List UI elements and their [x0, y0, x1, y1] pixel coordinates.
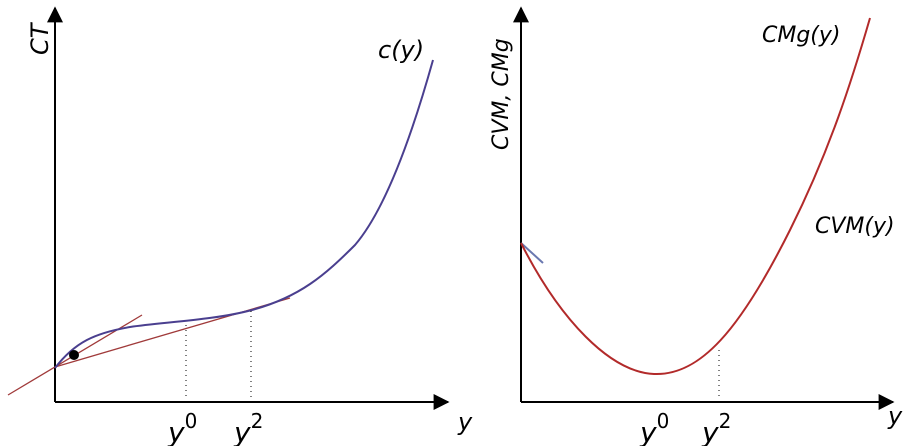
right-tick-label-y0-sup: 0: [657, 409, 670, 433]
left-y-axis-label: CT: [26, 21, 54, 55]
right-tick-label-y2-base: y: [701, 416, 719, 446]
right-tick-label-y2-sup: 2: [719, 409, 732, 433]
left-tick-label-y0: y0: [167, 409, 197, 446]
right-tick-label-y0-base: y: [639, 416, 657, 446]
left-tick-label-y0-sup: 0: [185, 409, 198, 433]
left-tick-label-y2-base: y: [233, 416, 251, 446]
left-tick-label-y0-base: y: [167, 416, 185, 446]
right-tick-label-y2: y2: [701, 409, 731, 446]
right-y-axis-label: CVM, CMg: [489, 38, 514, 150]
marginal-cost-curve-label: CMg(y): [762, 23, 841, 48]
right-tick-label-y0: y0: [639, 409, 669, 446]
total-cost-curve-label: c(y): [378, 36, 424, 64]
right-x-axis-label: y: [887, 402, 903, 430]
total-cost-curve: [54, 59, 434, 369]
left-panel: CT y c(y) y0 y2: [7, 6, 473, 446]
marginal-cost-curve: [520, 17, 871, 376]
left-tick-label-y2-sup: 2: [251, 409, 264, 433]
right-short-segment: [520, 242, 544, 264]
left-x-axis-label: y: [457, 408, 473, 436]
tangency-point: [69, 350, 79, 360]
average-variable-cost-curve-label: CVM(y): [815, 214, 895, 239]
right-panel: CVM, CMg y CMg(y) CVM(y) y0 y2: [489, 6, 903, 446]
left-tick-label-y2: y2: [233, 409, 263, 446]
